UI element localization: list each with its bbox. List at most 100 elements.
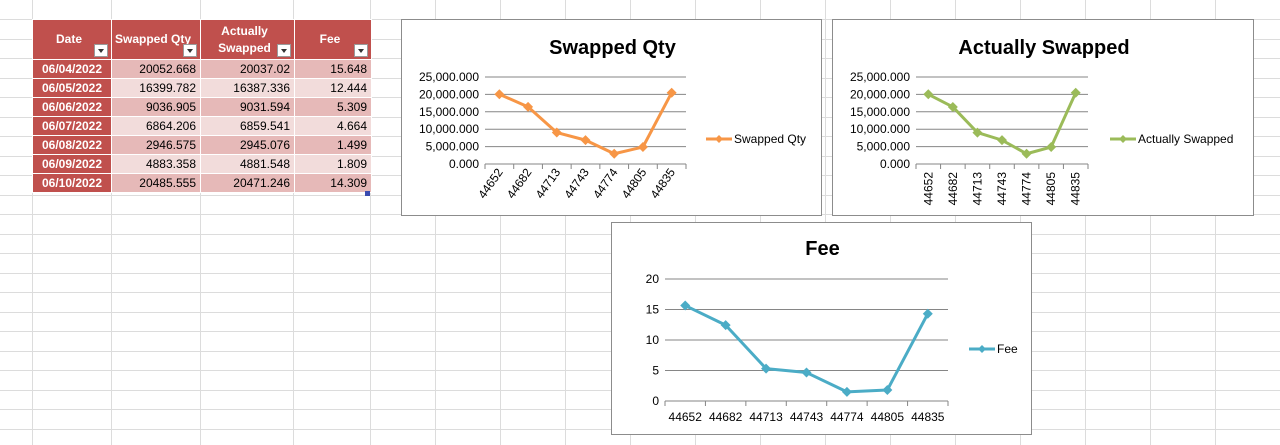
actually-swapped-cell[interactable]: 2945.076 (200, 135, 295, 155)
x-tick-label: 44682 (946, 172, 960, 206)
actually-swapped-cell[interactable]: 6859.541 (200, 116, 295, 136)
data-point[interactable] (494, 89, 505, 100)
date-cell[interactable]: 06/09/2022 (32, 154, 112, 174)
fee-cell[interactable]: 1.499 (294, 135, 372, 155)
date-cell[interactable]: 06/10/2022 (32, 173, 112, 193)
data-point[interactable] (680, 300, 691, 311)
data-point[interactable] (609, 148, 620, 159)
y-tick-label: 25,000.000 (850, 70, 910, 84)
table-row: 06/10/2022 20485.555 20471.246 14.309 (32, 173, 372, 193)
swapped-qty-cell[interactable]: 6864.206 (111, 116, 201, 136)
data-point[interactable] (523, 101, 534, 112)
x-tick-label: 44743 (995, 172, 1009, 206)
data-point[interactable] (666, 87, 677, 98)
data-table: Date Swapped Qty Actually Swapped Fee 06… (32, 19, 372, 193)
data-point[interactable] (882, 384, 893, 395)
header-fee-label: Fee (319, 32, 341, 46)
y-tick-label: 0 (652, 394, 659, 408)
fee-cell[interactable]: 5.309 (294, 97, 372, 117)
x-tick-label: 44713 (749, 410, 783, 424)
swapped-qty-cell[interactable]: 4883.358 (111, 154, 201, 174)
x-tick-label: 44652 (475, 165, 506, 201)
actually-swapped-cell[interactable]: 9031.594 (200, 97, 295, 117)
header-fee: Fee (294, 19, 372, 60)
header-actually-swapped-line2: Swapped (218, 40, 271, 55)
data-point[interactable] (923, 89, 934, 100)
x-tick-label: 44713 (533, 165, 564, 201)
data-point[interactable] (801, 367, 812, 378)
table-resize-handle[interactable] (365, 191, 370, 196)
y-tick-label: 25,000.000 (419, 70, 479, 84)
fee-cell[interactable]: 14.309 (294, 173, 372, 193)
header-date: Date (32, 19, 112, 60)
x-tick-label: 44713 (970, 172, 984, 206)
x-tick-label: 44774 (590, 165, 621, 201)
y-tick-label: 10,000.000 (419, 122, 479, 136)
x-tick-label: 44682 (504, 165, 535, 201)
swapped-qty-cell[interactable]: 16399.782 (111, 78, 201, 98)
actually-swapped-cell[interactable]: 16387.336 (200, 78, 295, 98)
swapped-qty-cell[interactable]: 9036.905 (111, 97, 201, 117)
date-cell[interactable]: 06/04/2022 (32, 59, 112, 79)
date-cell[interactable]: 06/07/2022 (32, 116, 112, 136)
swapped-qty-cell[interactable]: 2946.575 (111, 135, 201, 155)
date-cell[interactable]: 06/08/2022 (32, 135, 112, 155)
header-swapped-qty: Swapped Qty (111, 19, 201, 60)
filter-dropdown-icon[interactable] (354, 44, 368, 57)
table-row: 06/09/2022 4883.358 4881.548 1.809 (32, 154, 372, 174)
actually-swapped-cell[interactable]: 20037.02 (200, 59, 295, 79)
table-row: 06/08/2022 2946.575 2945.076 1.499 (32, 135, 372, 155)
y-tick-label: 15,000.000 (850, 105, 910, 119)
x-tick-label: 44774 (830, 410, 864, 424)
y-tick-label: 0.000 (449, 157, 479, 171)
data-point[interactable] (972, 127, 983, 138)
filter-dropdown-icon[interactable] (183, 44, 197, 57)
table-row: 06/06/2022 9036.905 9031.594 5.309 (32, 97, 372, 117)
legend-label: Actually Swapped (1138, 132, 1233, 146)
data-point[interactable] (761, 363, 772, 374)
legend-label: Fee (997, 342, 1018, 356)
fee-cell[interactable]: 4.664 (294, 116, 372, 136)
chart-title: Fee (805, 238, 839, 260)
fee-cell[interactable]: 15.648 (294, 59, 372, 79)
chart-svg: Swapped Qty 0.000 5,000.000 10,000.000 15,00… (419, 37, 806, 201)
y-tick-label: 15 (646, 303, 660, 317)
data-point[interactable] (637, 142, 648, 153)
data-point[interactable] (551, 127, 562, 138)
actually-swapped-cell[interactable]: 4881.548 (200, 154, 295, 174)
data-point[interactable] (922, 308, 933, 319)
x-tick-label: 44835 (1069, 172, 1083, 206)
data-point[interactable] (1046, 142, 1057, 153)
data-point[interactable] (947, 101, 958, 112)
date-cell[interactable]: 06/05/2022 (32, 78, 112, 98)
swapped-qty-cell[interactable]: 20485.555 (111, 173, 201, 193)
legend-marker (978, 345, 986, 353)
fee-cell[interactable]: 1.809 (294, 154, 372, 174)
filter-dropdown-icon[interactable] (277, 44, 291, 57)
y-tick-label: 5 (652, 364, 659, 378)
fee-cell[interactable]: 12.444 (294, 78, 372, 98)
actually-swapped-cell[interactable]: 20471.246 (200, 173, 295, 193)
data-point[interactable] (997, 135, 1007, 146)
y-tick-label: 5,000.000 (857, 140, 911, 154)
data-point[interactable] (720, 320, 731, 331)
x-tick-label: 44652 (921, 172, 935, 206)
y-tick-label: 15,000.000 (419, 105, 479, 119)
x-tick-label: 44743 (561, 165, 592, 201)
chart-actually-swapped[interactable]: Actually Swapped 0.000 5,000.000 10,000.000… (832, 19, 1254, 216)
data-point[interactable] (841, 386, 852, 397)
swapped-qty-cell[interactable]: 20052.668 (111, 59, 201, 79)
table-header-row: Date Swapped Qty Actually Swapped Fee (32, 19, 372, 60)
data-point[interactable] (1070, 87, 1081, 98)
chart-swapped-qty[interactable]: Swapped Qty 0.000 5,000.000 10,000.000 15,00… (401, 19, 822, 216)
x-tick-label: 44682 (709, 410, 743, 424)
chart-fee[interactable]: Fee 0 5 10 15 20 44652 44682 44713 44743 44774 4480… (611, 222, 1032, 435)
filter-dropdown-icon[interactable] (94, 44, 108, 57)
header-swapped-qty-label: Swapped Qty (114, 32, 191, 46)
series-line[interactable] (684, 304, 930, 394)
y-tick-label: 20,000.000 (850, 87, 910, 101)
data-point[interactable] (1021, 148, 1032, 159)
table-row: 06/05/2022 16399.782 16387.336 12.444 (32, 78, 372, 98)
date-cell[interactable]: 06/06/2022 (32, 97, 112, 117)
data-point[interactable] (580, 135, 591, 146)
